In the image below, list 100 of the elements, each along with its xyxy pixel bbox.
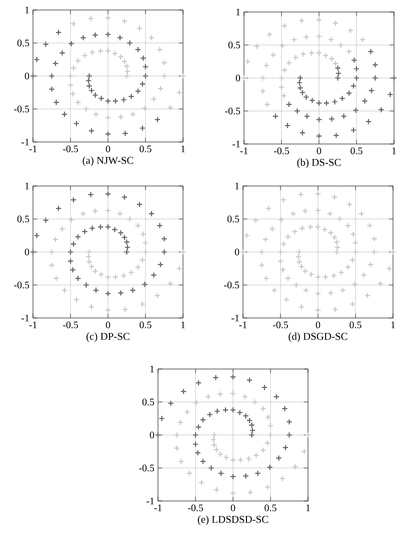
point xyxy=(186,470,193,476)
point xyxy=(200,458,206,465)
point xyxy=(330,272,337,279)
point xyxy=(82,52,88,59)
point xyxy=(230,390,236,397)
point xyxy=(74,275,82,282)
point xyxy=(92,111,100,118)
point xyxy=(67,72,74,80)
x-tick-label: 0 xyxy=(316,322,320,328)
point xyxy=(128,93,134,100)
x-tick-label: -0.5 xyxy=(188,504,203,512)
y-tick-label: 0.5 xyxy=(17,216,30,222)
point xyxy=(121,194,128,200)
point xyxy=(372,74,378,82)
point xyxy=(292,464,298,470)
point xyxy=(362,98,368,104)
point xyxy=(230,406,236,414)
x-tick-label: -1 xyxy=(240,148,248,154)
point xyxy=(218,470,224,476)
point xyxy=(67,82,74,88)
point xyxy=(142,240,149,246)
point xyxy=(346,48,352,55)
point xyxy=(322,52,329,59)
point xyxy=(80,210,86,217)
point xyxy=(70,64,77,72)
point xyxy=(150,272,157,278)
point xyxy=(300,51,306,58)
point xyxy=(366,222,373,229)
point xyxy=(120,272,127,279)
point xyxy=(134,264,142,270)
point xyxy=(154,292,161,299)
point xyxy=(34,56,40,63)
point xyxy=(261,384,268,391)
point xyxy=(112,98,119,104)
point xyxy=(88,304,95,310)
point xyxy=(263,275,270,282)
point xyxy=(142,72,149,80)
point xyxy=(92,208,98,214)
x-tick-label: 0 xyxy=(106,146,110,152)
point xyxy=(334,74,341,82)
point xyxy=(48,262,55,268)
point xyxy=(30,72,36,80)
point xyxy=(368,87,375,94)
y-tick-label: -0.5 xyxy=(139,464,154,472)
point xyxy=(174,445,180,452)
point xyxy=(336,216,343,222)
point xyxy=(316,33,322,40)
point xyxy=(350,126,357,134)
point xyxy=(242,394,248,400)
point xyxy=(161,60,168,66)
point xyxy=(97,224,104,230)
y-tick-label: 0 xyxy=(150,432,154,438)
x-tick-label: 1 xyxy=(181,146,185,152)
point xyxy=(148,34,155,41)
point xyxy=(262,236,269,243)
point xyxy=(281,22,288,29)
point xyxy=(378,106,384,113)
point xyxy=(353,74,360,82)
point xyxy=(292,228,298,235)
point xyxy=(290,210,296,217)
point xyxy=(112,226,118,233)
point xyxy=(222,406,229,414)
point xyxy=(161,236,168,242)
point xyxy=(73,120,80,127)
point xyxy=(244,58,251,65)
point xyxy=(307,224,314,230)
point xyxy=(136,25,143,32)
point xyxy=(53,275,60,282)
point xyxy=(142,248,149,256)
point xyxy=(206,411,213,418)
point xyxy=(148,210,155,217)
point xyxy=(180,388,187,395)
point xyxy=(331,194,338,200)
point xyxy=(360,272,367,278)
point xyxy=(328,36,334,43)
point xyxy=(122,130,128,137)
y-tick-label: 0.5 xyxy=(17,40,30,46)
point xyxy=(347,27,354,34)
point xyxy=(161,248,168,256)
point xyxy=(122,306,128,313)
point xyxy=(252,217,259,224)
point xyxy=(61,111,68,118)
point xyxy=(286,418,292,425)
x-tick-label: -0.5 xyxy=(62,146,78,152)
point xyxy=(279,42,286,49)
point xyxy=(344,264,352,270)
point xyxy=(279,475,286,482)
point xyxy=(150,96,157,102)
point xyxy=(284,234,292,240)
text: (c) DP-SC xyxy=(86,332,130,342)
point xyxy=(55,205,62,212)
point xyxy=(344,222,352,229)
point xyxy=(340,287,346,294)
point xyxy=(247,489,254,496)
point xyxy=(301,448,308,455)
point xyxy=(80,34,86,41)
point xyxy=(280,240,287,248)
point xyxy=(53,99,60,106)
x-tick-label: 1 xyxy=(181,322,185,328)
point xyxy=(104,207,112,214)
